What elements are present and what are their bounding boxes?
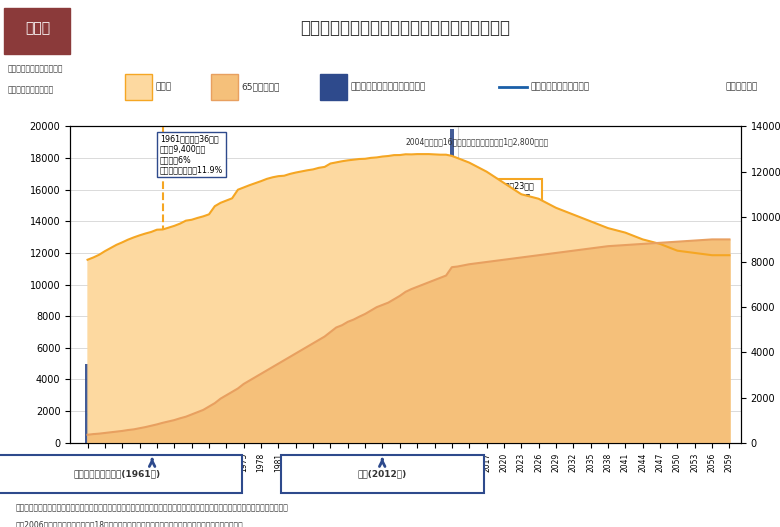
Bar <box>264 438 269 443</box>
Bar <box>103 392 107 443</box>
Bar <box>427 441 431 443</box>
Bar <box>398 442 402 443</box>
Bar <box>357 341 362 443</box>
Text: 65歳以上人口: 65歳以上人口 <box>242 82 280 92</box>
Bar <box>212 438 217 443</box>
Bar <box>328 441 333 443</box>
Text: 1961年（昭和36年）
総人口9,400万人
高齢化率6%
実質経済成長率　11.9%: 1961年（昭和36年） 総人口9,400万人 高齢化率6% 実質経済成長率 1… <box>160 134 223 174</box>
Bar <box>380 441 385 443</box>
Text: 人口（万人）: 人口（万人） <box>725 82 757 92</box>
Text: 総人口: 総人口 <box>156 82 172 92</box>
Bar <box>230 434 235 443</box>
Text: 死者・行方不明者数（人）: 死者・行方不明者数（人） <box>8 64 63 73</box>
Bar <box>108 427 113 443</box>
Bar <box>386 440 391 443</box>
Bar <box>346 439 350 443</box>
Bar <box>114 403 119 443</box>
Bar <box>310 442 315 443</box>
Bar <box>195 432 200 443</box>
Bar <box>276 438 281 443</box>
Bar <box>288 433 292 443</box>
Text: 出典：防災白書，消防白書，地震調査研究推進本部，国勢調査報告，人口推計年報及び「日本の将来人口推計」に基づき内閣府作成: 出典：防災白書，消防白書，地震調査研究推進本部，国勢調査報告，人口推計年報及び「… <box>16 503 289 512</box>
Bar <box>334 442 339 443</box>
Text: 注：2006年以降の人口値は，平成18年国勢調査報告に基づく中位推計値，被害関係データは一部整理中: 注：2006年以降の人口値は，平成18年国勢調査報告に基づく中位推計値，被害関係… <box>16 520 243 527</box>
Bar <box>438 442 442 443</box>
Text: 2061年（平成73年）
総人口8,300万人
高齢化率41%: 2061年（平成73年） 総人口8,300万人 高齢化率41% <box>550 288 609 318</box>
Bar <box>132 431 136 443</box>
Bar <box>351 442 356 443</box>
Bar <box>183 438 188 443</box>
Text: 自然災害による被害の推移と人口等の長期変動: 自然災害による被害の推移と人口等の長期変動 <box>300 19 511 37</box>
Bar <box>403 434 408 443</box>
Text: 床上浸水棟数（百棟）: 床上浸水棟数（百棟） <box>8 85 54 94</box>
Bar <box>241 439 246 443</box>
Bar <box>305 441 310 443</box>
Bar <box>253 438 257 443</box>
Bar <box>409 440 413 443</box>
Bar <box>149 362 154 443</box>
FancyBboxPatch shape <box>0 455 242 493</box>
Text: 現在(2012年): 現在(2012年) <box>357 470 407 479</box>
Bar <box>271 438 275 443</box>
Bar <box>207 434 211 443</box>
Bar <box>444 441 448 443</box>
Bar <box>247 440 252 443</box>
Bar <box>467 442 472 443</box>
Bar <box>369 440 373 443</box>
Text: 災害による死者・行方不明者数: 災害による死者・行方不明者数 <box>351 82 426 92</box>
Bar <box>120 427 125 443</box>
Bar <box>190 436 194 443</box>
Bar <box>415 441 420 443</box>
FancyBboxPatch shape <box>4 8 70 54</box>
Text: 水害による床上浸水棟数: 水害による床上浸水棟数 <box>530 82 590 92</box>
Bar <box>420 441 425 443</box>
FancyBboxPatch shape <box>281 455 484 493</box>
Text: 2011年（平成23年）
東日本大震災: 2011年（平成23年） 東日本大震災 <box>365 213 424 233</box>
Bar <box>322 442 327 443</box>
Bar <box>224 434 229 443</box>
Text: （参考）今後30年間
東海地震の発生確率：88%
東南海地震の発生確率：70%
南海地震の発生確率：60%: （参考）今後30年間 東海地震の発生確率：88% 東南海地震の発生確率：70% … <box>365 345 433 385</box>
Bar <box>85 364 90 443</box>
Bar <box>339 442 344 443</box>
Bar <box>166 435 171 443</box>
Text: 災害対策基本法制定(1961年): 災害対策基本法制定(1961年) <box>73 470 161 479</box>
Bar <box>172 438 176 443</box>
Bar <box>293 438 298 443</box>
Bar <box>363 438 367 443</box>
Bar <box>218 440 223 443</box>
Text: （参考）今後50年間の東南海・南海
地震の発生確率：90%程度もしくはそ
れ以上: （参考）今後50年間の東南海・南海 地震の発生確率：90%程度もしくはそ れ以上 <box>521 372 608 402</box>
FancyBboxPatch shape <box>211 74 238 100</box>
Bar <box>259 441 264 443</box>
Bar <box>143 427 147 443</box>
Text: 図表１: 図表１ <box>25 22 50 35</box>
Bar <box>91 421 96 443</box>
Bar <box>126 426 130 443</box>
Bar <box>282 436 286 443</box>
Bar <box>392 441 396 443</box>
Bar <box>300 441 304 443</box>
Bar <box>374 439 379 443</box>
Bar <box>449 129 454 443</box>
Bar <box>201 433 205 443</box>
Bar <box>137 429 142 443</box>
Bar <box>97 419 101 443</box>
Bar <box>432 442 437 443</box>
Bar <box>178 438 183 443</box>
Text: 2004年（平成16年）　総人口のピーク（1億2,800万人）: 2004年（平成16年） 総人口のピーク（1億2,800万人） <box>406 138 549 147</box>
Text: 1995年（平成7年）
阪神・淡路大震災: 1995年（平成7年） 阪神・淡路大震災 <box>232 266 286 285</box>
Bar <box>161 437 165 443</box>
FancyBboxPatch shape <box>320 74 347 100</box>
Bar <box>154 436 159 443</box>
Bar <box>236 434 240 443</box>
FancyBboxPatch shape <box>125 74 152 100</box>
Bar <box>456 436 460 443</box>
Text: 1959年（昭和34年）
伊勢湾台風: 1959年（昭和34年） 伊勢湾台風 <box>128 310 187 329</box>
Text: 2011年（平成23年）
総人口1億2,700万人
高齢化率23%
実質経済成長率　▲0.7%: 2011年（平成23年） 総人口1億2,700万人 高齢化率23% 実質経済成長… <box>475 182 540 222</box>
Bar <box>461 441 466 443</box>
Bar <box>317 442 321 443</box>
